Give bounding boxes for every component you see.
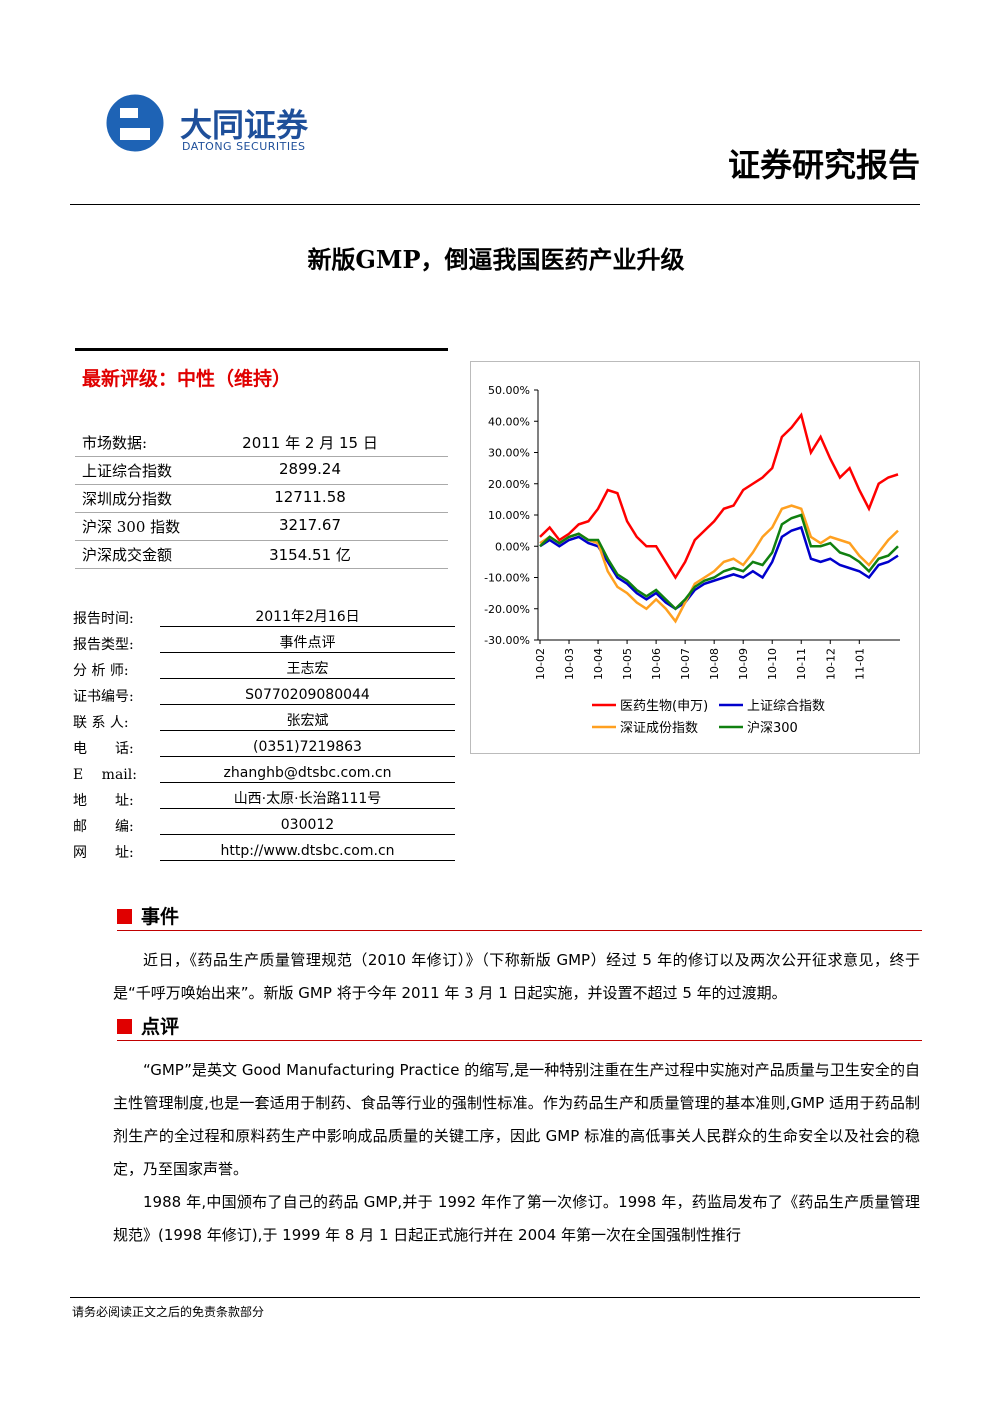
chart-frame: [470, 361, 920, 754]
info-value: http://www.dtsbc.com.cn: [160, 842, 455, 861]
info-value: 事件点评: [160, 634, 455, 653]
paragraph: 1988 年,中国颁布了自己的药品 GMP,并于 1992 年作了第一次修订。1…: [113, 1193, 920, 1244]
market-value: 3154.51 亿: [269, 546, 351, 564]
x-tick-label: 10-10: [766, 648, 779, 680]
y-tick-label: 50.00%: [488, 384, 530, 397]
info-label: E mail:: [73, 767, 137, 783]
info-label: 邮 编:: [73, 819, 134, 835]
rule: [70, 1297, 920, 1298]
logo-icon: [103, 91, 167, 155]
info-label: 电 话:: [73, 741, 134, 757]
series-line: [539, 513, 899, 611]
report-type: 证券研究报告: [727, 146, 920, 184]
market-label: 深圳成分指数: [82, 490, 173, 508]
x-tick-label: 11-01: [853, 648, 866, 680]
series-line: [539, 412, 899, 580]
market-label: 上证综合指数: [82, 462, 173, 480]
market-value: 2011 年 2 月 15 日: [242, 434, 378, 452]
market-value: 2899.24: [278, 460, 342, 478]
info-label: 分 析 师:: [73, 663, 129, 679]
rule: [70, 204, 920, 205]
info-value: S0770209080044: [160, 686, 455, 705]
y-tick-label: 0.00%: [495, 540, 530, 553]
logo-en: DATONG SECURITIES: [182, 140, 306, 153]
logo-cn: 大同证券: [180, 106, 309, 144]
y-tick-label: 40.00%: [488, 415, 530, 428]
heading-text: 事件: [141, 906, 180, 928]
info-value: 2011年2月16日: [160, 608, 455, 627]
info-label: 报告时间:: [73, 611, 134, 627]
market-label: 沪深 300 指数: [82, 518, 181, 536]
info-value: 030012: [160, 816, 455, 835]
x-tick-label: 10-02: [534, 648, 547, 680]
marker: [117, 909, 132, 924]
row-rule: [75, 484, 448, 485]
legend-label: 深证成份指数: [620, 721, 698, 736]
x-tick-label: 10-08: [708, 648, 721, 680]
row-rule: [75, 512, 448, 513]
paragraph: 近日，《药品生产质量管理规范（2010 年修订）》（下称新版 GMP）经过 5 …: [113, 951, 920, 1002]
title: 新版GMP，倒逼我国医药产业升级: [307, 245, 685, 274]
market-value: 12711.58: [274, 488, 346, 506]
market-value: 3217.67: [278, 516, 342, 534]
rating: 最新评级：中性（维持）: [82, 368, 292, 390]
legend-label: 沪深300: [747, 720, 798, 736]
x-tick-label: 10-09: [737, 648, 750, 680]
info-value: 王志宏: [160, 660, 455, 679]
x-tick-label: 10-12: [824, 648, 837, 680]
section-heading: 点评: [117, 1014, 922, 1041]
legend-label: 上证综合指数: [747, 699, 825, 714]
row-rule: [75, 540, 448, 541]
row-rule: [75, 568, 448, 569]
x-tick-label: 10-05: [621, 648, 634, 680]
x-tick-label: 10-03: [563, 648, 576, 680]
market-label: 市场数据:: [82, 434, 148, 452]
section-heading: 事件: [117, 904, 922, 931]
info-label: 报告类型:: [73, 637, 134, 653]
y-tick-label: -30.00%: [484, 634, 530, 647]
y-tick-label: 20.00%: [488, 478, 530, 491]
info-value: (0351)7219863: [160, 738, 455, 757]
paragraph: “GMP”是英文 Good Manufacturing Practice 的缩写…: [113, 1061, 920, 1178]
row-rule: [75, 456, 448, 457]
info-label: 地 址:: [73, 793, 134, 809]
y-tick-label: 30.00%: [488, 447, 530, 460]
info-value: 山西·太原·长治路111号: [160, 790, 455, 809]
info-value: zhanghb@dtsbc.com.cn: [160, 764, 455, 783]
legend-label: 医药生物(申万): [620, 699, 708, 714]
series-line: [539, 504, 899, 624]
y-tick-label: -10.00%: [484, 572, 530, 585]
x-tick-label: 10-04: [592, 648, 605, 680]
x-tick-label: 10-06: [650, 648, 663, 680]
y-tick-label: -20.00%: [484, 603, 530, 616]
info-label: 联 系 人:: [73, 715, 129, 731]
x-tick-label: 10-11: [795, 648, 808, 680]
rule: [75, 348, 448, 351]
x-tick-label: 10-07: [679, 648, 692, 680]
footer: 请务必阅读正文之后的免责条款部分: [72, 1305, 265, 1319]
info-value: 张宏斌: [160, 712, 455, 731]
marker: [117, 1019, 132, 1034]
market-label: 沪深成交金额: [82, 546, 173, 564]
heading-text: 点评: [141, 1016, 180, 1038]
y-tick-label: 10.00%: [488, 509, 530, 522]
info-label: 网 址:: [73, 845, 134, 861]
info-label: 证书编号:: [73, 689, 134, 705]
